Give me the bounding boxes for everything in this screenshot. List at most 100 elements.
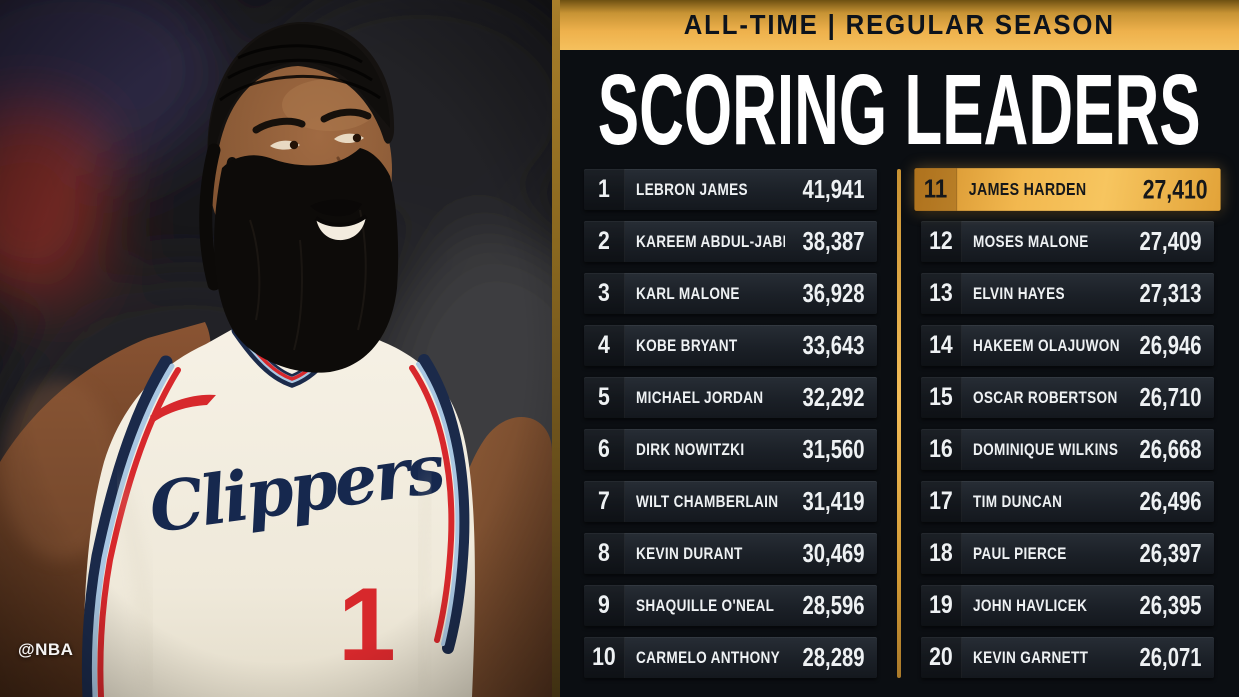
leader-rank: 5	[584, 377, 625, 418]
leader-value: 28,596	[785, 590, 877, 621]
page-title: SCORING LEADERS	[598, 53, 1201, 166]
leader-name-text: KOBE BRYANT	[636, 335, 738, 355]
leader-value: 32,292	[785, 382, 877, 413]
leader-value-text: 28,596	[802, 590, 865, 620]
leader-value: 26,071	[1122, 642, 1214, 673]
leader-value: 26,395	[1122, 590, 1214, 621]
leaders-list: 1 LEBRON JAMES 41,941 2 KAREEM ABDUL-JABBAR 3…	[560, 168, 1239, 678]
leader-rank-text: 2	[598, 227, 610, 255]
leader-name: KOBE BRYANT	[625, 336, 785, 356]
leader-rank-text: 13	[929, 279, 953, 307]
leader-value: 33,643	[785, 330, 877, 361]
leader-row: 1 LEBRON JAMES 41,941	[584, 169, 877, 210]
leader-row: 5 MICHAEL JORDAN 32,292	[584, 377, 877, 418]
leader-value: 26,496	[1122, 486, 1214, 517]
leader-name-text: KARL MALONE	[636, 283, 740, 303]
leader-value: 38,387	[785, 226, 877, 257]
leader-rank-text: 6	[598, 435, 610, 463]
leader-name-text: MICHAEL JORDAN	[636, 387, 764, 407]
leader-value-text: 26,710	[1139, 382, 1202, 412]
leader-rank-text: 12	[929, 227, 953, 255]
leader-row: 16 DOMINIQUE WILKINS 26,668	[921, 429, 1214, 470]
leader-rank-text: 18	[929, 539, 953, 567]
leader-rank: 20	[921, 637, 962, 678]
leader-name-text: TIM DUNCAN	[973, 491, 1063, 511]
leader-name-text: OSCAR ROBERTSON	[973, 387, 1118, 407]
leader-row: 4 KOBE BRYANT 33,643	[584, 325, 877, 366]
leader-name-text: JOHN HAVLICEK	[973, 595, 1088, 615]
leader-name: DIRK NOWITZKI	[625, 440, 785, 460]
leader-name: HAKEEM OLAJUWON	[962, 336, 1122, 356]
leader-row-highlighted: 11 JAMES HARDEN 27,410	[914, 168, 1221, 211]
leader-value-text: 26,496	[1139, 486, 1202, 516]
leader-rank-text: 8	[598, 539, 610, 567]
leader-rank: 19	[921, 585, 962, 626]
leaders-column-11-20: 11 JAMES HARDEN 27,410 12 MOSES MALONE 27,409…	[914, 168, 1221, 678]
leader-value-text: 41,941	[802, 174, 865, 204]
leader-value-text: 26,668	[1139, 434, 1202, 464]
leader-name: PAUL PIERCE	[962, 544, 1122, 564]
leader-row: 8 KEVIN DURANT 30,469	[584, 533, 877, 574]
leader-rank-text: 15	[929, 383, 953, 411]
leader-name: ELVIN HAYES	[962, 284, 1122, 304]
leader-rank-text: 9	[598, 591, 610, 619]
leader-value-text: 33,643	[802, 330, 865, 360]
leader-rank: 18	[921, 533, 962, 574]
leader-name-text: MOSES MALONE	[973, 231, 1089, 251]
leader-row: 20 KEVIN GARNETT 26,071	[921, 637, 1214, 678]
leader-name: TIM DUNCAN	[962, 492, 1122, 512]
leader-value-text: 26,946	[1139, 330, 1202, 360]
gold-edge-strip	[552, 0, 560, 697]
leader-rank: 12	[921, 221, 962, 262]
leader-value-text: 31,419	[802, 486, 865, 516]
leader-value-text: 27,313	[1139, 278, 1202, 308]
leader-rank-text: 14	[929, 331, 953, 359]
leader-rank-text: 11	[923, 174, 948, 204]
leader-rank: 6	[584, 429, 625, 470]
leader-name-text: KEVIN GARNETT	[973, 647, 1089, 667]
leader-name-text: JAMES HARDEN	[968, 179, 1087, 199]
leader-rank: 8	[584, 533, 625, 574]
leader-value-text: 38,387	[802, 226, 865, 256]
leader-value-text: 32,292	[802, 382, 865, 412]
leader-value: 26,946	[1122, 330, 1214, 361]
leader-name-text: LEBRON JAMES	[636, 179, 748, 199]
leader-rank-text: 16	[929, 435, 953, 463]
leader-name-text: DOMINIQUE WILKINS	[973, 439, 1119, 459]
vignette	[0, 0, 552, 697]
leader-value-text: 28,289	[802, 642, 865, 672]
leader-value-text: 36,928	[802, 278, 865, 308]
leader-value: 27,409	[1122, 226, 1214, 257]
gold-divider	[897, 169, 901, 678]
leader-name: LEBRON JAMES	[625, 180, 785, 200]
leader-name: CARMELO ANTHONY	[625, 648, 785, 668]
leader-name: OSCAR ROBERTSON	[962, 388, 1122, 408]
leader-row: 13 ELVIN HAYES 27,313	[921, 273, 1214, 314]
leader-name: KARL MALONE	[625, 284, 785, 304]
leader-name-text: PAUL PIERCE	[973, 543, 1067, 563]
leader-name-text: KAREEM ABDUL-JABBAR	[636, 231, 785, 251]
leader-rank-text: 5	[598, 383, 610, 411]
leader-row: 18 PAUL PIERCE 26,397	[921, 533, 1214, 574]
leader-rank: 16	[921, 429, 962, 470]
leader-rank-text: 4	[598, 331, 610, 359]
leader-name-text: ELVIN HAYES	[973, 283, 1065, 303]
leader-rank: 15	[921, 377, 962, 418]
leaderboard-panel: ALL-TIME | REGULAR SEASON SCORING LEADER…	[560, 0, 1239, 697]
leader-value-text: 26,395	[1139, 590, 1202, 620]
leader-name: KEVIN DURANT	[625, 544, 785, 564]
leader-value: 31,560	[785, 434, 877, 465]
leader-name: KAREEM ABDUL-JABBAR	[625, 232, 785, 252]
leader-rank: 3	[584, 273, 625, 314]
leader-name: MICHAEL JORDAN	[625, 388, 785, 408]
leader-value: 31,419	[785, 486, 877, 517]
leader-value: 26,668	[1122, 434, 1214, 465]
leader-row: 2 KAREEM ABDUL-JABBAR 38,387	[584, 221, 877, 262]
leader-rank-text: 19	[929, 591, 953, 619]
leader-name-text: KEVIN DURANT	[636, 543, 743, 563]
leader-name-text: DIRK NOWITZKI	[636, 439, 745, 459]
player-photo-illustration: Clippers 1	[0, 0, 552, 697]
leader-name: DOMINIQUE WILKINS	[962, 440, 1122, 460]
title-row: SCORING LEADERS	[560, 50, 1239, 169]
